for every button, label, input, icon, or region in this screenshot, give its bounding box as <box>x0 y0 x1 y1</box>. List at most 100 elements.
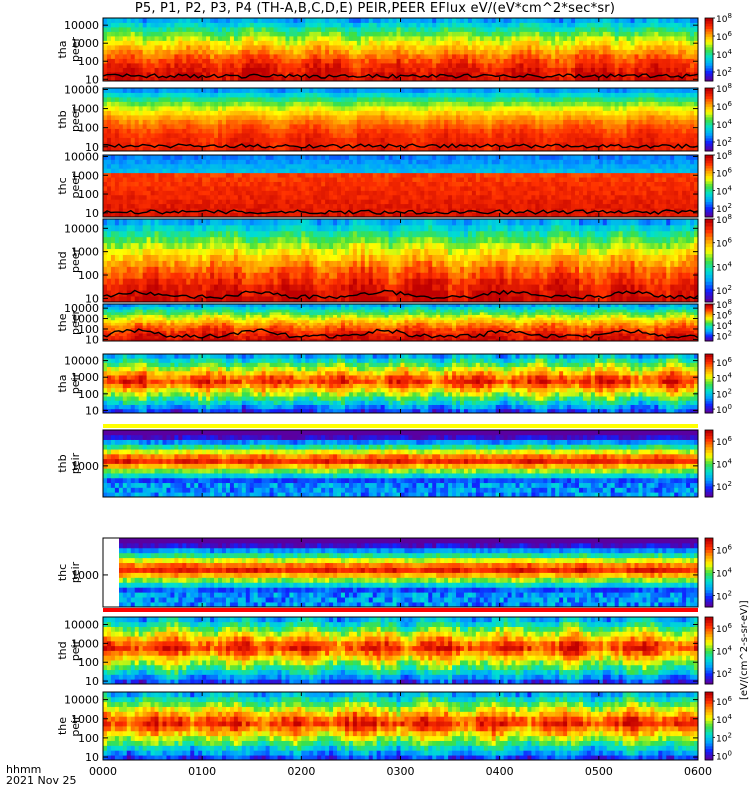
heatmap-cell <box>282 195 286 200</box>
heatmap-cell <box>559 97 563 102</box>
heatmap-cell <box>674 63 678 68</box>
heatmap-cell <box>369 27 373 32</box>
heatmap-cell <box>103 88 107 93</box>
heatmap-cell <box>143 102 147 107</box>
heatmap-cell <box>535 106 539 111</box>
heatmap-cell <box>512 27 516 32</box>
heatmap-cell <box>393 45 397 50</box>
heatmap-cell <box>555 45 559 50</box>
heatmap-cell <box>397 27 401 32</box>
heatmap-cell <box>456 68 460 73</box>
heatmap-cell <box>627 88 631 93</box>
heatmap-cell <box>527 18 531 23</box>
heatmap-cell <box>345 129 349 134</box>
heatmap-cell <box>198 115 202 120</box>
heatmap-cell <box>250 164 254 169</box>
heatmap-cell <box>496 27 500 32</box>
heatmap-cell <box>535 45 539 50</box>
heatmap-cell <box>595 54 599 59</box>
heatmap-cell <box>393 93 397 98</box>
heatmap-cell <box>238 204 242 209</box>
heatmap-cell <box>262 23 266 28</box>
heatmap-cell <box>543 59 547 64</box>
heatmap-cell <box>567 106 571 111</box>
heatmap-cell <box>369 115 373 120</box>
heatmap-cell <box>147 111 151 116</box>
heatmap-cell <box>123 36 127 41</box>
heatmap-cell <box>226 115 230 120</box>
heatmap-cell <box>555 63 559 68</box>
heatmap-cell <box>333 129 337 134</box>
heatmap-cell <box>190 182 194 187</box>
heatmap-cell <box>333 68 337 73</box>
heatmap-cell <box>206 23 210 28</box>
heatmap-cell <box>476 93 480 98</box>
heatmap-cell <box>516 36 520 41</box>
heatmap-cell <box>373 50 377 55</box>
heatmap-cell <box>520 18 524 23</box>
heatmap-cell <box>174 168 178 173</box>
heatmap-cell <box>468 97 472 102</box>
heatmap-cell <box>258 88 262 93</box>
heatmap-cell <box>357 50 361 55</box>
heatmap-cell <box>301 23 305 28</box>
heatmap-cell <box>575 27 579 32</box>
heatmap-cell <box>111 54 115 59</box>
heatmap-cell <box>527 36 531 41</box>
heatmap-cell <box>551 88 555 93</box>
heatmap-cell <box>611 97 615 102</box>
heatmap-cell <box>436 120 440 125</box>
heatmap-cell <box>401 124 405 129</box>
heatmap-cell <box>599 102 603 107</box>
heatmap-cell <box>159 93 163 98</box>
heatmap-cell <box>151 115 155 120</box>
heatmap-cell <box>520 27 524 32</box>
heatmap-cell <box>408 27 412 32</box>
heatmap-cell <box>353 102 357 107</box>
heatmap-cell <box>147 115 151 120</box>
heatmap-cell <box>404 54 408 59</box>
heatmap-cell <box>460 133 464 138</box>
heatmap-cell <box>385 102 389 107</box>
heatmap-cell <box>163 18 167 23</box>
heatmap-cell <box>500 50 504 55</box>
heatmap-cell <box>230 50 234 55</box>
heatmap-cell <box>214 124 218 129</box>
heatmap-cell <box>321 138 325 143</box>
heatmap-cell <box>135 204 139 209</box>
heatmap-cell <box>412 41 416 46</box>
heatmap-cell <box>178 93 182 98</box>
heatmap-cell <box>412 27 416 32</box>
heatmap-cell <box>115 54 119 59</box>
heatmap-cell <box>218 155 222 160</box>
panel-thc-peer: 10100100010000thc peer102104106108 <box>56 149 732 220</box>
heatmap-cell <box>599 27 603 32</box>
heatmap-cell <box>337 111 341 116</box>
heatmap-cell <box>404 133 408 138</box>
heatmap-cell <box>416 54 420 59</box>
heatmap-cell <box>607 88 611 93</box>
heatmap-cell <box>448 102 452 107</box>
heatmap-cell <box>520 88 524 93</box>
heatmap-cell <box>571 88 575 93</box>
heatmap-cell <box>214 155 218 160</box>
heatmap-cell <box>305 36 309 41</box>
heatmap-cell <box>389 115 393 120</box>
heatmap-cell <box>119 182 123 187</box>
heatmap-cell <box>404 129 408 134</box>
heatmap-cell <box>468 120 472 125</box>
heatmap-cell <box>230 168 234 173</box>
heatmap-cell <box>234 106 238 111</box>
heatmap-cell <box>416 88 420 93</box>
heatmap-cell <box>527 111 531 116</box>
heatmap-cell <box>234 50 238 55</box>
heatmap-cell <box>567 27 571 32</box>
heatmap-cell <box>329 45 333 50</box>
heatmap-cell <box>174 54 178 59</box>
heatmap-cell <box>182 115 186 120</box>
heatmap-cell <box>654 45 658 50</box>
heatmap-cell <box>194 204 198 209</box>
heatmap-cell <box>289 36 293 41</box>
heatmap-cell <box>381 111 385 116</box>
heatmap-cell <box>262 18 266 23</box>
